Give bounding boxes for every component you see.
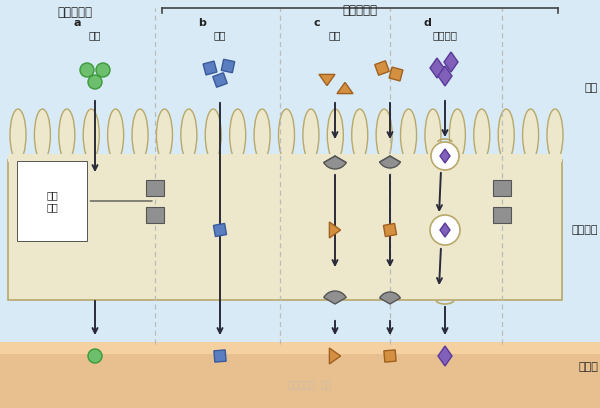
Ellipse shape — [10, 109, 26, 161]
Ellipse shape — [205, 109, 221, 161]
Circle shape — [431, 142, 459, 170]
Ellipse shape — [449, 109, 466, 161]
Ellipse shape — [83, 109, 99, 161]
Wedge shape — [324, 156, 346, 169]
Ellipse shape — [303, 109, 319, 161]
Text: 被动: 被动 — [214, 30, 226, 40]
Ellipse shape — [498, 109, 514, 161]
Polygon shape — [213, 73, 227, 87]
Polygon shape — [319, 74, 335, 86]
Text: 基底面: 基底面 — [578, 362, 598, 372]
Polygon shape — [438, 66, 452, 86]
Bar — [0, 342, 600, 354]
Ellipse shape — [523, 109, 539, 161]
Circle shape — [88, 75, 102, 89]
Circle shape — [88, 349, 102, 363]
Text: 跨细胞途径: 跨细胞途径 — [343, 4, 377, 17]
Text: d: d — [423, 18, 431, 28]
Polygon shape — [444, 52, 458, 72]
Text: c: c — [313, 18, 320, 28]
Circle shape — [96, 63, 110, 77]
Wedge shape — [380, 292, 400, 304]
Ellipse shape — [376, 109, 392, 161]
Text: 囊泡转运: 囊泡转运 — [433, 30, 458, 40]
Text: 细胞旁途径: 细胞旁途径 — [58, 6, 92, 19]
Polygon shape — [383, 224, 397, 237]
Polygon shape — [438, 346, 452, 366]
FancyBboxPatch shape — [146, 180, 164, 196]
Ellipse shape — [132, 109, 148, 161]
Polygon shape — [384, 350, 396, 362]
Polygon shape — [203, 61, 217, 75]
Text: 上皮细胞: 上皮细胞 — [571, 225, 598, 235]
Text: a: a — [73, 18, 80, 28]
Polygon shape — [389, 67, 403, 81]
Bar — [0, 0, 600, 346]
Polygon shape — [430, 58, 444, 78]
Text: 被动: 被动 — [89, 30, 101, 40]
Text: 紧密
连接: 紧密 连接 — [46, 190, 152, 212]
Bar — [8, 160, 562, 300]
Ellipse shape — [34, 109, 50, 161]
FancyBboxPatch shape — [493, 207, 511, 223]
Polygon shape — [337, 82, 353, 93]
Ellipse shape — [254, 109, 270, 161]
Wedge shape — [380, 156, 400, 168]
Ellipse shape — [547, 109, 563, 161]
Polygon shape — [375, 61, 389, 75]
Polygon shape — [329, 348, 341, 364]
Polygon shape — [214, 350, 226, 362]
Ellipse shape — [352, 109, 368, 161]
FancyBboxPatch shape — [146, 207, 164, 223]
Text: 壹谷检测网  药研: 壹谷检测网 药研 — [289, 381, 332, 390]
Text: 主动: 主动 — [329, 30, 341, 40]
Circle shape — [430, 215, 460, 245]
Text: 顶膜: 顶膜 — [585, 83, 598, 93]
Ellipse shape — [107, 109, 124, 161]
Ellipse shape — [278, 109, 295, 161]
Ellipse shape — [328, 109, 343, 161]
Polygon shape — [440, 223, 450, 237]
Text: b: b — [198, 18, 206, 28]
Circle shape — [80, 63, 94, 77]
Wedge shape — [324, 291, 346, 304]
Bar — [0, 346, 600, 408]
Ellipse shape — [59, 109, 75, 161]
Polygon shape — [440, 149, 450, 163]
Polygon shape — [329, 222, 341, 238]
Ellipse shape — [157, 109, 172, 161]
Polygon shape — [221, 59, 235, 73]
Ellipse shape — [474, 109, 490, 161]
Ellipse shape — [401, 109, 416, 161]
Ellipse shape — [230, 109, 245, 161]
FancyBboxPatch shape — [493, 180, 511, 196]
Ellipse shape — [181, 109, 197, 161]
Bar — [8, 154, 562, 162]
Ellipse shape — [425, 109, 441, 161]
Polygon shape — [214, 224, 227, 237]
